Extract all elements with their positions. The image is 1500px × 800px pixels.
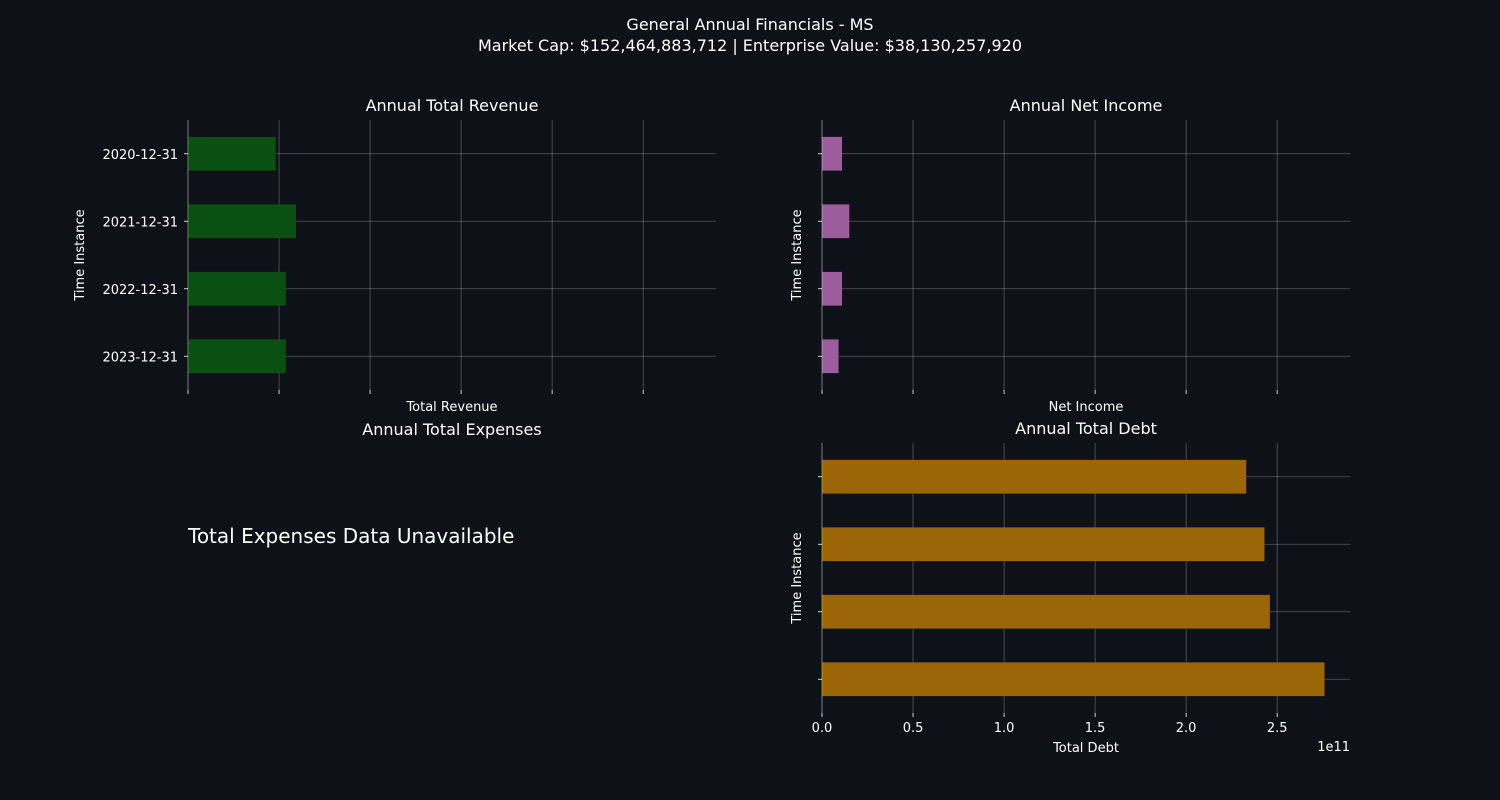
y-axis-label: Time Instance	[73, 209, 88, 301]
bar-2022-12-31	[188, 271, 286, 306]
chart-title: Annual Net Income	[1010, 96, 1163, 115]
x-tick-label: 2.0	[1176, 721, 1197, 736]
bar-2021-12-31	[188, 204, 296, 239]
bar-2023-12-31	[822, 339, 839, 374]
x-tick-label: 2.5	[1267, 721, 1288, 736]
y-tick-label: 2022-12-31	[102, 283, 178, 298]
revenue-chart: Annual Total Revenue 2020-12-31 2021-12-31…	[73, 96, 716, 415]
bar-2022-12-31	[822, 594, 1270, 629]
y-axis-label: Time Instance	[790, 209, 805, 301]
debt-chart: Annual Total Debt 0.0 0.5 1.0 1.5 2.0 2.5 Total…	[790, 419, 1350, 756]
x-tick-label: 1.5	[1085, 721, 1106, 736]
net-income-chart: Annual Net Income Net Income Time Instance	[790, 96, 1350, 415]
y-tick-label: 2021-12-31	[102, 215, 178, 230]
y-axis-label: Time Instance	[790, 532, 805, 624]
y-tick-label: 2023-12-31	[102, 350, 178, 365]
bar-2021-12-31	[822, 204, 850, 239]
bar-2022-12-31	[822, 271, 843, 306]
expenses-chart-title: Annual Total Expenses	[362, 420, 541, 439]
x-axis-offset-text: 1e11	[1317, 740, 1350, 755]
y-tick-label: 2020-12-31	[102, 148, 178, 163]
chart-title: Annual Total Revenue	[366, 96, 539, 115]
chart-title: Annual Total Debt	[1015, 419, 1157, 438]
figure-subtitle: Market Cap: $152,464,883,712 | Enterpris…	[478, 36, 1022, 55]
x-tick-label: 0.0	[812, 721, 833, 736]
bar-2023-12-31	[822, 662, 1325, 697]
bar-2020-12-31	[188, 136, 276, 171]
bar-2020-12-31	[822, 136, 843, 171]
bar-2020-12-31	[822, 459, 1247, 494]
x-axis-label: Net Income	[1049, 400, 1124, 415]
bar-2021-12-31	[822, 527, 1265, 562]
expenses-unavailable-message: Total Expenses Data Unavailable	[187, 524, 514, 548]
bar-2023-12-31	[188, 339, 286, 374]
x-axis-label: Total Revenue	[405, 400, 497, 415]
x-axis-label: Total Debt	[1052, 741, 1119, 756]
expenses-panel: Annual Total Expenses Total Expenses Dat…	[187, 420, 542, 548]
x-tick-label: 1.0	[994, 721, 1015, 736]
figure-title: General Annual Financials - MS	[626, 15, 873, 34]
x-tick-label: 0.5	[903, 721, 924, 736]
